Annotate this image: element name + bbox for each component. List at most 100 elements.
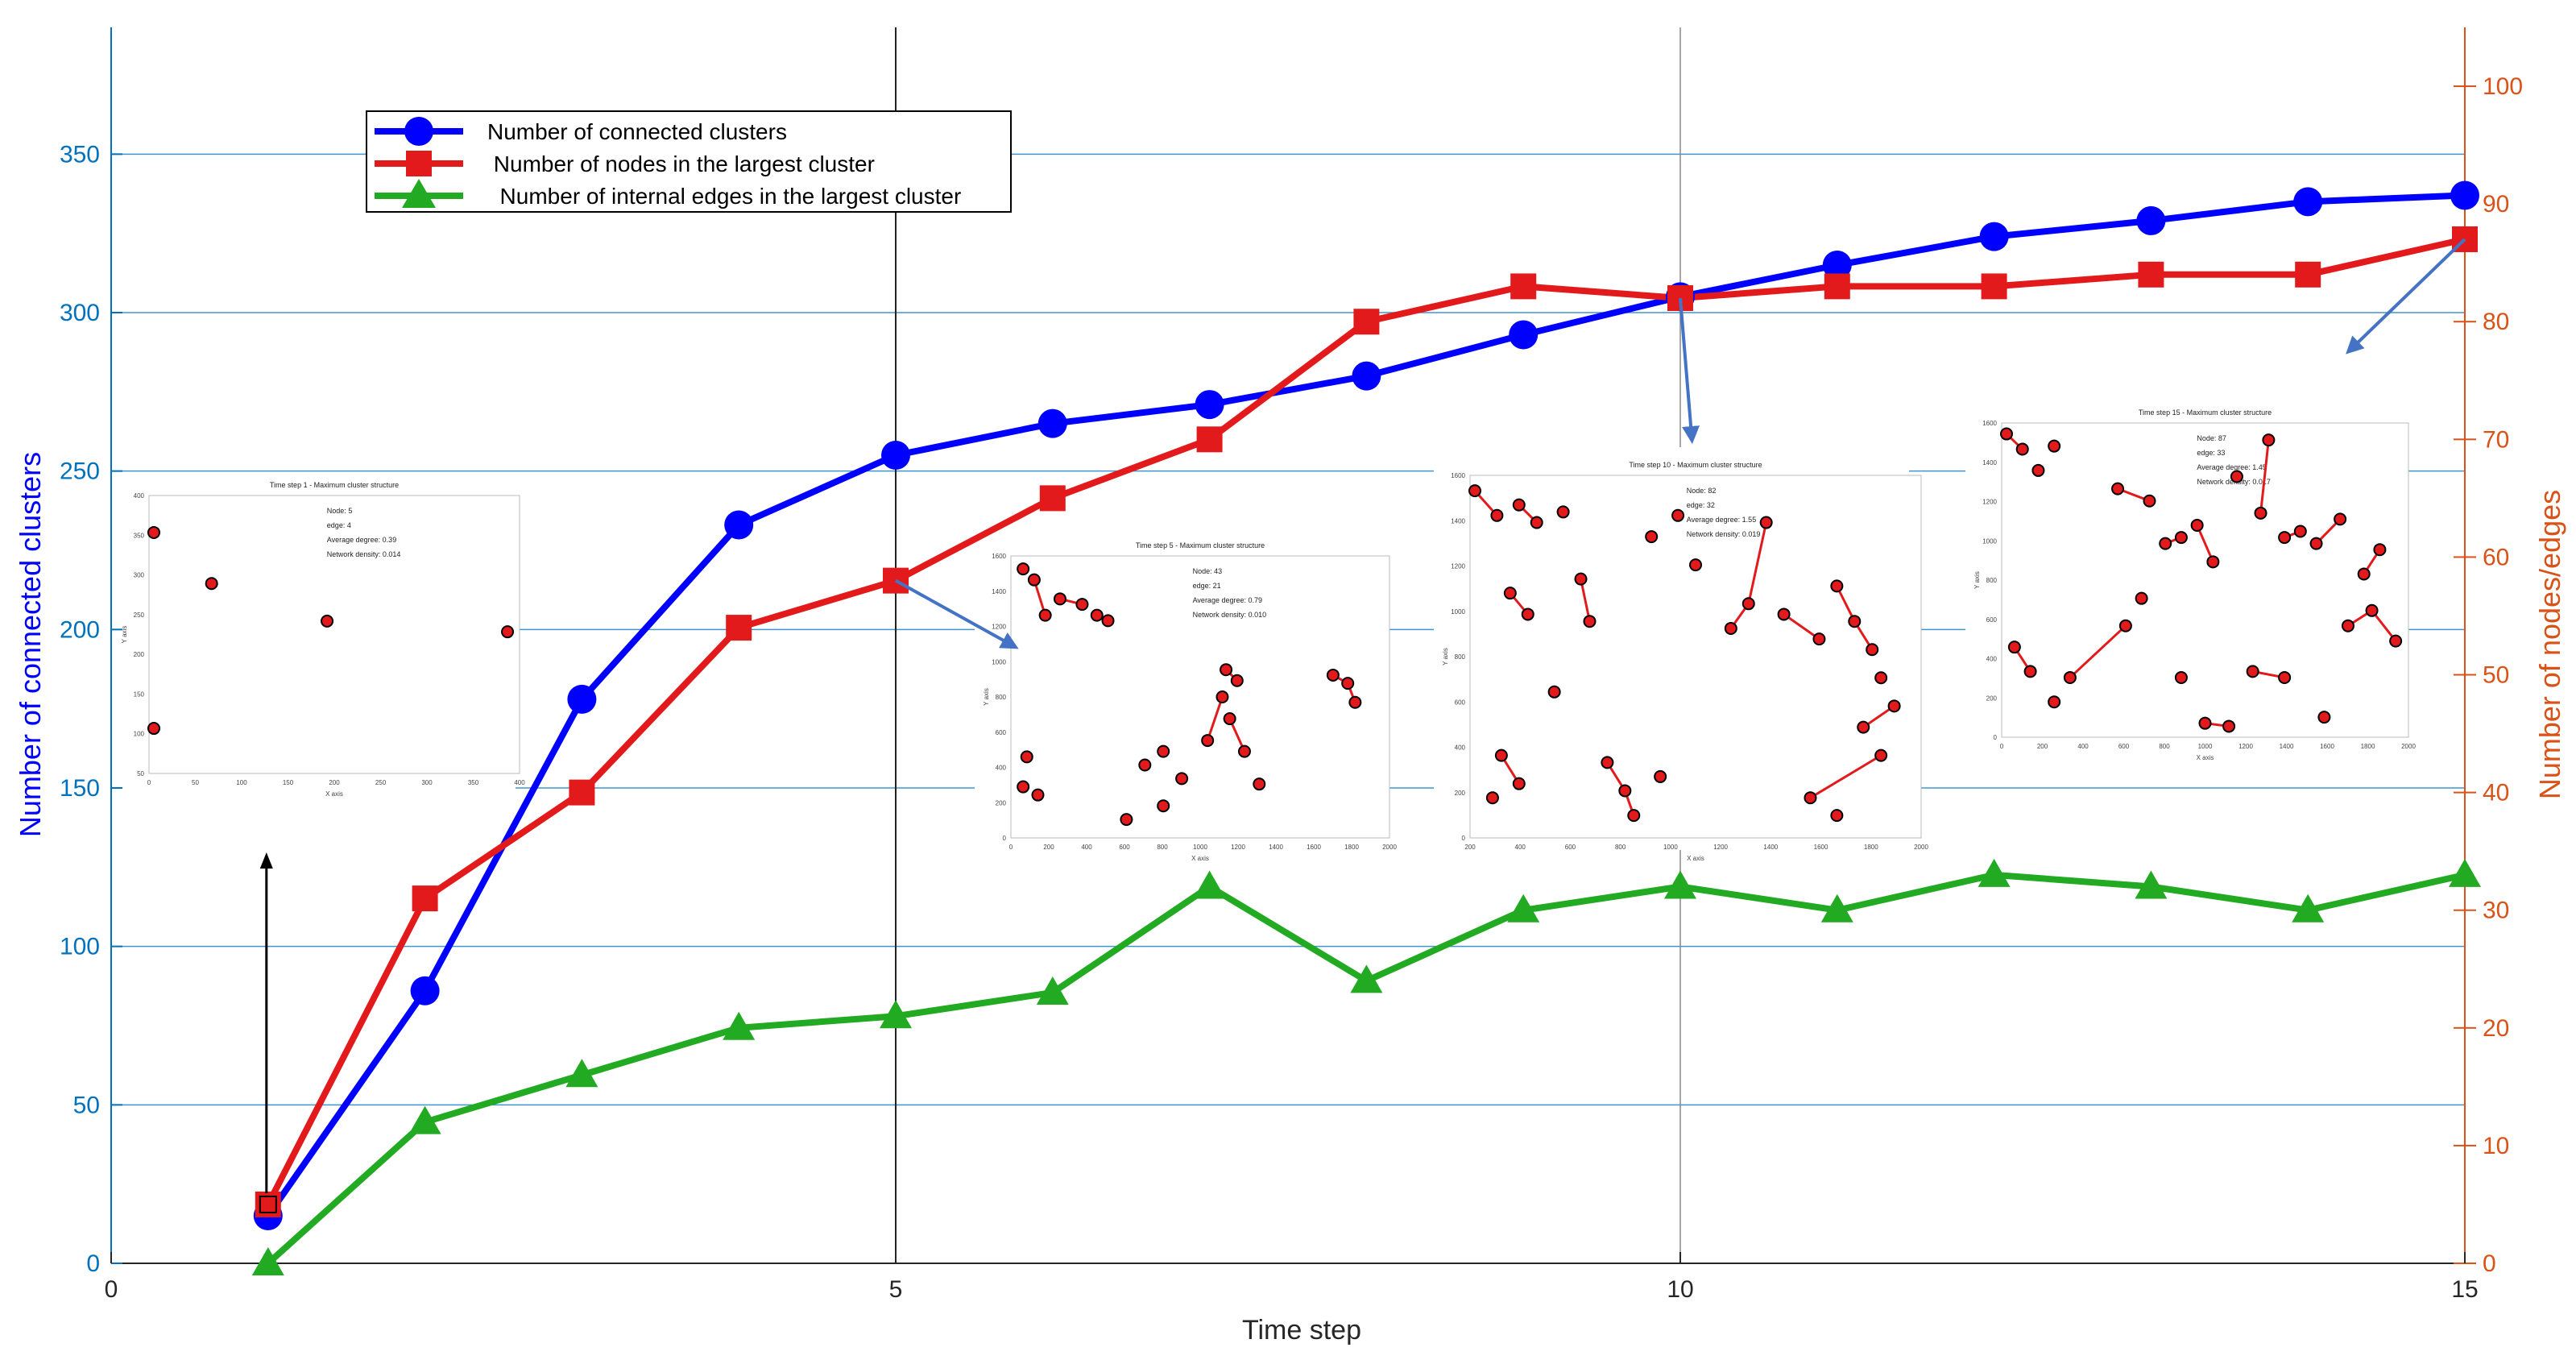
inset-node (2111, 482, 2125, 495)
legend: Number of connected clusters Number of n… (366, 110, 1012, 213)
inset-x-tick: 600 (2118, 743, 2130, 750)
inset-node (2278, 531, 2292, 545)
data-point-edges (1193, 870, 1226, 899)
data-point-edges (251, 1247, 284, 1275)
inset-node (1341, 677, 1355, 690)
inset-node (2246, 665, 2259, 678)
inset-node (1017, 562, 1030, 576)
legend-label-nodes: Number of nodes in the largest cluster (487, 151, 875, 176)
data-point-clusters (2136, 205, 2166, 235)
y-right-tick-label: 0 (2483, 1250, 2496, 1277)
inset-stat: Node: 87 (2197, 434, 2226, 442)
inset-node (2000, 427, 2013, 441)
inset-node (1874, 671, 1888, 685)
inset-node (2222, 719, 2236, 733)
inset-x-tick: 0 (2000, 743, 2004, 750)
y-right-tick-label: 50 (2483, 662, 2509, 689)
y-right-tick-label: 30 (2483, 898, 2509, 924)
inset-node (1120, 813, 1133, 827)
inset-node (1216, 690, 1229, 703)
inset-x-tick: 400 (514, 779, 525, 786)
data-point-clusters (1037, 408, 1067, 438)
inset-y-tick: 800 (1986, 577, 1998, 584)
inset-stat: edge: 21 (1193, 582, 1221, 590)
inset-x-tick: 200 (329, 779, 340, 786)
inset-x-label: X axis (2197, 754, 2214, 761)
inset-y-tick: 600 (996, 729, 1007, 736)
inset-node (2230, 470, 2243, 483)
inset-node (1654, 769, 1667, 783)
y-left-tick-label: 50 (73, 1092, 100, 1118)
inset-x-tick: 0 (147, 779, 151, 786)
data-point-edges (2292, 894, 2325, 923)
inset-node (2031, 463, 2045, 477)
inset-x-tick: 2000 (1382, 844, 1397, 851)
x-tick-label: 10 (1667, 1276, 1693, 1303)
data-point-clusters (1195, 390, 1224, 420)
data-point-nodes (726, 615, 752, 641)
inset-y-label: Y axis (1442, 648, 1449, 665)
inset-x-tick: 600 (1119, 844, 1130, 851)
inset-edge (1206, 696, 1224, 741)
legend-marker-nodes (406, 151, 432, 176)
inset-node (2262, 433, 2276, 447)
inset-node (1027, 573, 1041, 587)
inset-x-tick: 1400 (1269, 844, 1283, 851)
inset-node (2278, 670, 2292, 684)
inset-node (1574, 572, 1588, 586)
inset-node (1601, 756, 1614, 769)
inset-stat: edge: 4 (327, 521, 351, 529)
inset-y-label: Y axis (1973, 571, 1981, 589)
legend-label-clusters: Number of connected clusters (487, 119, 787, 144)
inset-title: Time step 5 - Maximum cluster structure (1136, 541, 1265, 549)
data-point-clusters (1822, 251, 1852, 280)
inset-x-tick: 200 (2037, 743, 2048, 750)
inset-node (1512, 498, 1526, 512)
inset-y-tick: 400 (134, 492, 145, 500)
inset-node (1645, 530, 1659, 544)
inset-node (2063, 670, 2077, 684)
inset-node (1503, 587, 1517, 600)
inset-node (1138, 758, 1152, 772)
y-right-tick-label: 10 (2483, 1133, 2509, 1159)
inset-y-tick: 0 (1462, 835, 1466, 842)
data-point-nodes (1039, 485, 1066, 512)
inset-y-tick: 600 (1455, 699, 1466, 706)
inset-x-tick: 1400 (1763, 844, 1778, 851)
legend-marker-edges (402, 179, 436, 208)
inset-node (1866, 643, 1879, 657)
data-point-clusters (1509, 320, 1539, 350)
inset-node (2143, 494, 2156, 508)
inset-y-tick: 300 (134, 572, 145, 579)
y-left-tick-label: 0 (86, 1250, 100, 1277)
inset-plot-area (148, 495, 520, 774)
inset-node (1468, 484, 1481, 498)
data-point-edges (723, 1011, 756, 1040)
data-point-clusters (881, 441, 910, 470)
x-axis-label: Time step (1242, 1315, 1361, 1345)
inset-node (1671, 508, 1685, 522)
data-point-edges (408, 1105, 441, 1134)
inset-node (2174, 531, 2188, 545)
insets-layer: Time step 1 - Maximum cluster structure N… (121, 395, 2416, 862)
data-point-clusters (1979, 222, 2009, 251)
inset-x-label: X axis (1687, 855, 1704, 862)
inset-node (2159, 537, 2172, 550)
y-right-tick-label: 90 (2483, 191, 2509, 218)
data-point-nodes (1981, 273, 2007, 300)
inset-x-tick: 1200 (2238, 743, 2253, 750)
inset-x-tick: 1000 (1193, 844, 1207, 851)
inset-x-tick: 400 (1515, 844, 1526, 851)
inset-edge (1783, 613, 1820, 641)
series-line-3 (266, 871, 2466, 1266)
inset-network-plot: Time step 5 - Maximum cluster structure N… (975, 528, 1397, 862)
inset-node (2190, 518, 2204, 532)
inset-x-tick: 400 (2077, 743, 2089, 750)
inset-node (1887, 699, 1901, 713)
inset-node (1031, 788, 1045, 802)
inset-y-label: Y axis (121, 626, 128, 644)
data-point-nodes (2295, 261, 2321, 288)
y-axis-left-label: Number of connected clusters (14, 452, 47, 837)
inset-x-label: X axis (325, 790, 343, 798)
